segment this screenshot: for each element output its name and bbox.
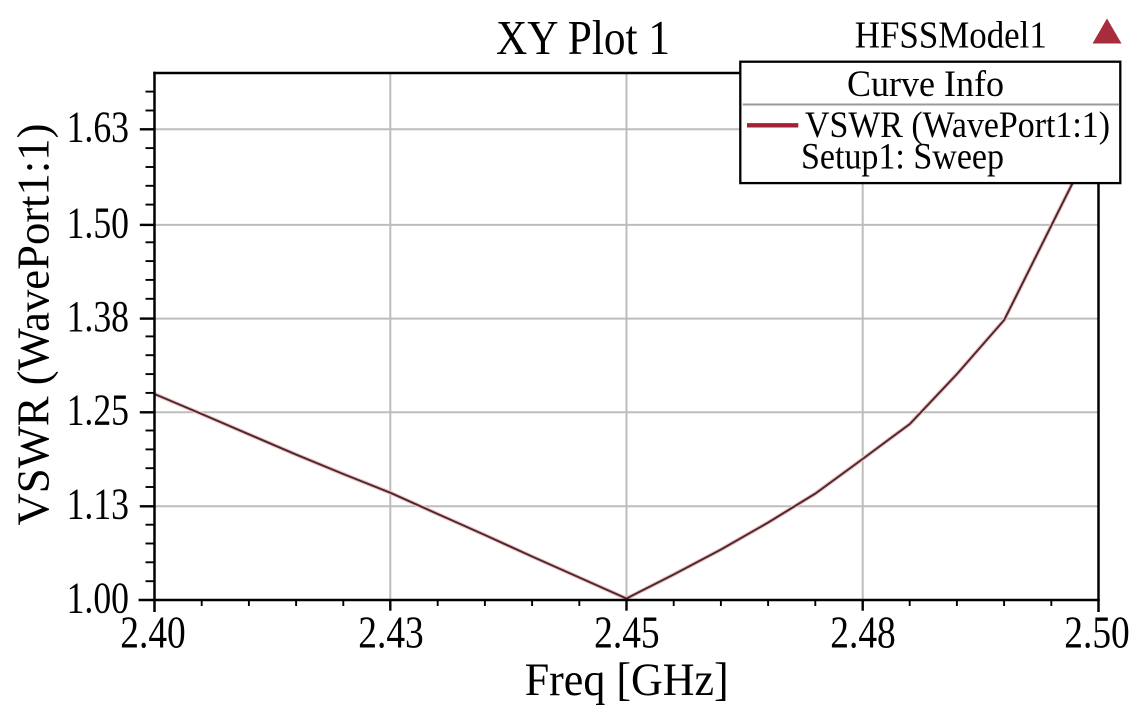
svg-text:1.13: 1.13 [67, 480, 129, 529]
svg-text:1.63: 1.63 [67, 103, 129, 152]
svg-text:XY Plot 1: XY Plot 1 [496, 10, 670, 65]
svg-text:1.25: 1.25 [67, 386, 129, 435]
svg-text:2.48: 2.48 [830, 607, 896, 658]
svg-text:1.00: 1.00 [67, 573, 129, 622]
svg-text:Setup1: Sweep: Setup1: Sweep [801, 136, 1004, 177]
svg-text:2.45: 2.45 [594, 607, 660, 658]
svg-text:1.50: 1.50 [67, 198, 129, 247]
svg-text:2.40: 2.40 [120, 607, 186, 658]
svg-text:1.38: 1.38 [67, 292, 129, 341]
svg-text:VSWR (WavePort1:1): VSWR (WavePort1:1) [805, 104, 1110, 145]
svg-text:HFSSModel1: HFSSModel1 [855, 15, 1047, 57]
svg-text:Freq [GHz]: Freq [GHz] [525, 654, 729, 706]
svg-text:2.50: 2.50 [1064, 607, 1130, 658]
svg-text:Curve Info: Curve Info [847, 64, 1004, 105]
svg-text:2.43: 2.43 [358, 607, 424, 658]
svg-text:VSWR (WavePort1:1): VSWR (WavePort1:1) [8, 124, 59, 526]
